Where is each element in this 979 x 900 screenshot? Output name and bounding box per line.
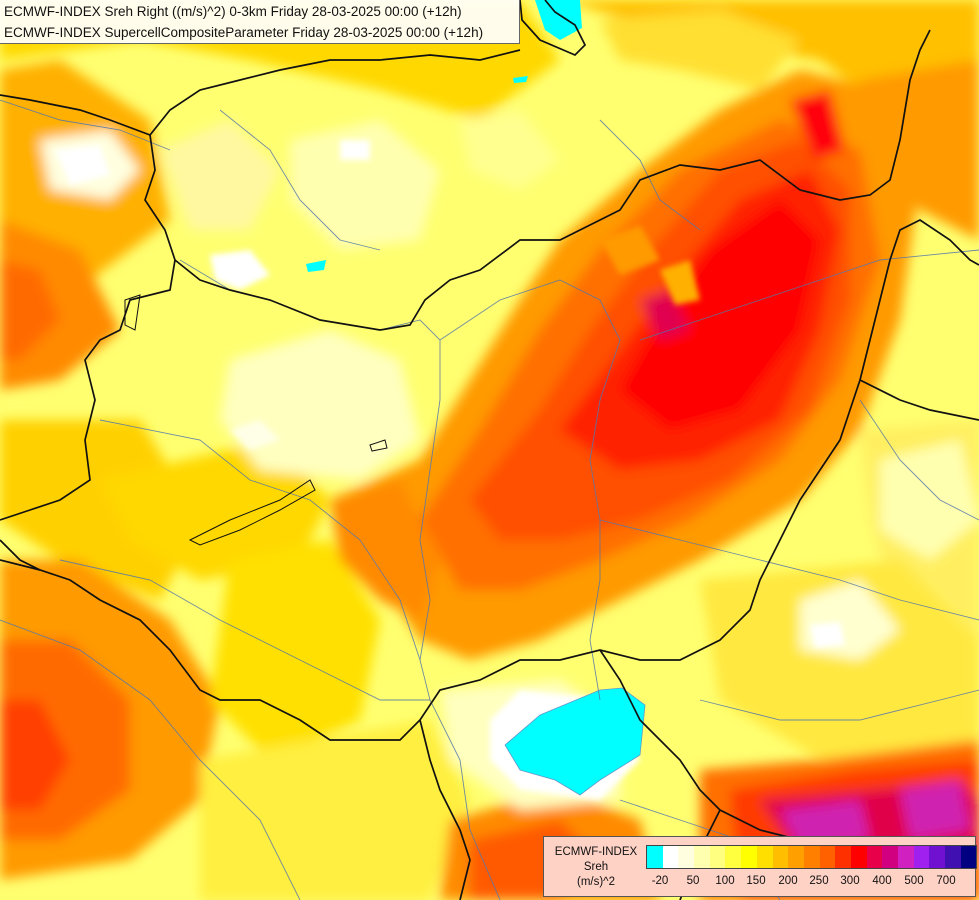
legend-title-line1: ECMWF-INDEX — [554, 846, 638, 858]
cyan-area-tiny — [513, 76, 528, 83]
legend-swatch — [694, 846, 710, 868]
legend-swatch — [882, 846, 898, 868]
legend-swatch — [662, 846, 679, 868]
legend-title-line2: Sreh — [583, 861, 609, 873]
legend-swatch — [913, 846, 930, 868]
legend-swatch — [898, 846, 914, 868]
cyan-area-south — [504, 687, 646, 796]
legend-tick-label: 400 — [872, 875, 892, 887]
legend-swatch — [960, 846, 977, 868]
cyan-area-small — [306, 260, 326, 272]
legend-ticks: -20 50 100 150 200 250 300 400 500 700 — [646, 875, 968, 889]
legend-swatch — [819, 846, 836, 868]
legend-tick-label: -20 — [651, 875, 669, 887]
legend-swatch — [835, 846, 851, 868]
legend-swatch — [647, 846, 663, 868]
map-title-line1: ECMWF-INDEX Sreh Right ((m/s)^2) 0-3km F… — [4, 4, 462, 19]
legend-swatch — [945, 846, 961, 868]
legend-swatch — [725, 846, 742, 868]
legend-tick-label: 700 — [936, 875, 956, 887]
map-title-line2: ECMWF-INDEX SupercellCompositeParameter … — [4, 25, 484, 40]
legend-swatch — [850, 846, 867, 868]
cyan-area-north — [535, 0, 582, 40]
color-legend: ECMWF-INDEX Sreh (m/s)^2 -20 50 100 150 200 2… — [543, 836, 978, 897]
legend-swatch — [741, 846, 757, 868]
legend-tick-label: 200 — [778, 875, 798, 887]
legend-swatch — [803, 846, 820, 868]
legend-swatch — [866, 846, 883, 868]
legend-title: ECMWF-INDEX Sreh (m/s)^2 — [550, 845, 642, 890]
map-title-box: ECMWF-INDEX Sreh Right ((m/s)^2) 0-3km F… — [0, 0, 520, 44]
legend-swatch — [678, 846, 695, 868]
legend-color-bar — [646, 845, 978, 869]
legend-tick-label: 100 — [715, 875, 735, 887]
legend-swatch — [772, 846, 789, 868]
rivers — [0, 99, 979, 900]
legend-tick-label: 250 — [809, 875, 829, 887]
lakes — [124, 294, 388, 546]
legend-tick-label: 150 — [746, 875, 766, 887]
legend-tick-label: 500 — [904, 875, 924, 887]
legend-tick-label: 50 — [686, 875, 700, 887]
legend-title-line3: (m/s)^2 — [577, 876, 615, 888]
legend-swatch — [756, 846, 773, 868]
legend-swatch — [788, 846, 804, 868]
legend-swatch — [929, 846, 946, 868]
legend-swatch — [709, 846, 726, 868]
legend-tick-label: 300 — [840, 875, 860, 887]
